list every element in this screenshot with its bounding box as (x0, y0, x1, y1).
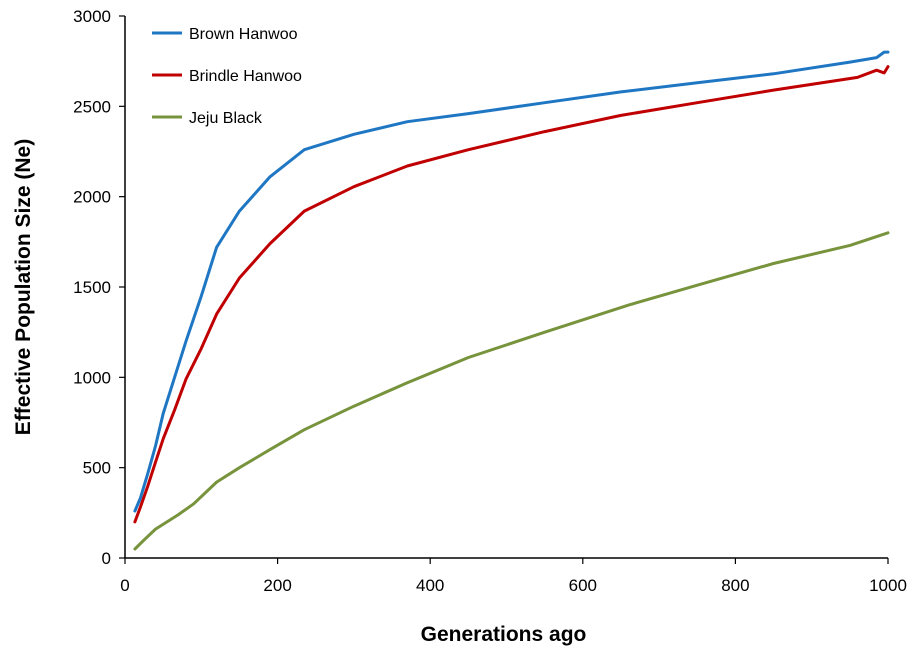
legend-label: Brindle Hanwoo (189, 68, 302, 85)
x-tick-label: 0 (120, 576, 129, 595)
y-tick-label: 0 (102, 549, 111, 568)
series-line-brown-hanwoo (133, 50, 890, 513)
legend-item: Brindle Hanwoo (152, 68, 302, 85)
x-tick-label: 200 (263, 576, 291, 595)
y-tick-label: 2500 (73, 97, 111, 116)
series-layer (133, 50, 890, 551)
x-tick-label: 400 (416, 576, 444, 595)
y-axis-title: Effective Population Size (Ne) (12, 139, 35, 435)
y-tick-label: 1500 (73, 278, 111, 297)
y-tick-label: 2000 (73, 188, 111, 207)
series-line-jeju-black (133, 231, 890, 551)
y-axis: 0 500 1000 1500 2000 2500 3000 (73, 7, 126, 568)
y-tick-label: 500 (83, 459, 111, 478)
x-tick-label: 800 (721, 576, 749, 595)
x-tick-label: 600 (569, 576, 597, 595)
x-axis-title: Generations ago (421, 623, 587, 646)
y-tick-label: 1000 (73, 368, 111, 387)
y-tick-label: 3000 (73, 7, 111, 26)
legend-label: Jeju Black (189, 110, 263, 127)
x-axis: 0 200 400 600 800 1000 (120, 557, 907, 595)
x-tick-label: 1000 (869, 576, 907, 595)
legend-item: Brown Hanwoo (152, 26, 298, 43)
legend-item: Jeju Black (152, 110, 263, 127)
series-line-brindle-hanwoo (133, 65, 890, 524)
legend-label: Brown Hanwoo (189, 26, 298, 43)
legend: Brown Hanwoo Brindle Hanwoo Jeju Black (152, 26, 302, 127)
